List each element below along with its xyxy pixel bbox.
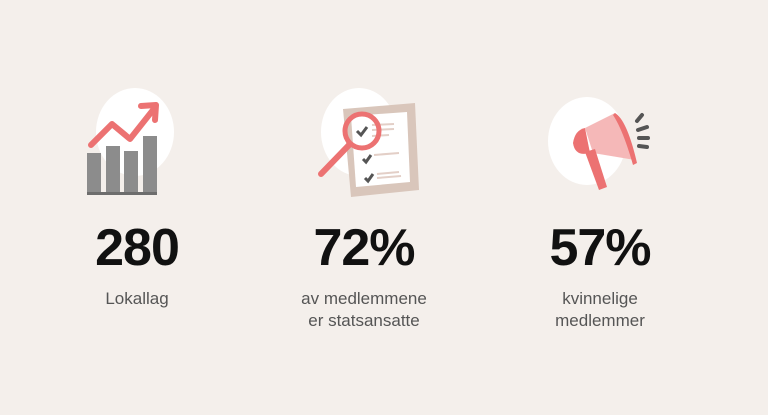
stat-label: kvinnelige medlemmer (555, 289, 645, 330)
stat-value: 72% (313, 219, 415, 277)
stat-label: av medlemmene er statsansatte (301, 289, 427, 330)
growth-chart-icon (87, 88, 174, 195)
megaphone-icon (548, 97, 650, 190)
stat-value: 57% (549, 219, 651, 277)
checklist-magnifier-icon (318, 88, 419, 197)
stat-label: Lokallag (105, 289, 169, 308)
stat-value: 280 (95, 219, 180, 277)
